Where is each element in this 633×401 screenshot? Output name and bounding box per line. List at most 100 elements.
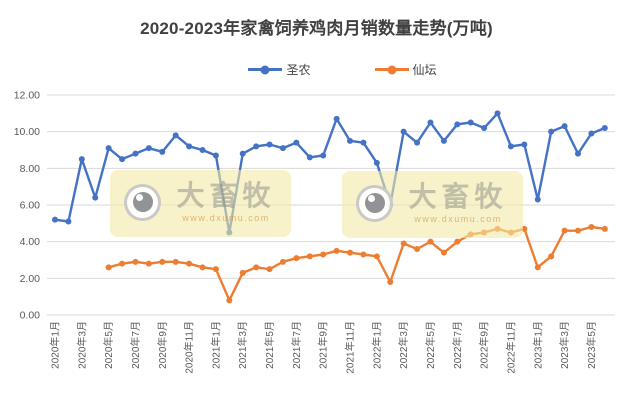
watermark: 大畜牧 www.dxumu.com [110,170,291,237]
watermark-brand: 大畜牧 [408,181,508,212]
data-point [239,150,246,157]
data-point [400,128,407,135]
legend-label: 仙坛 [412,63,437,77]
data-point [65,218,72,225]
legend-item-shengnong: 圣农 [248,61,311,78]
x-axis-tick-label: 2020年5月 [102,321,115,369]
data-point [521,141,528,148]
data-point [266,266,273,273]
data-point [306,154,313,161]
data-point [293,255,300,262]
x-axis-tick-label: 2020年7月 [129,321,142,369]
data-point [333,247,340,254]
x-axis-tick-label: 2022年5月 [424,321,437,369]
data-point [105,145,112,152]
y-axis-tick-label: 2.00 [20,273,41,285]
data-point [427,238,434,245]
data-point [119,156,126,163]
y-axis-tick-label: 6.00 [20,200,41,212]
data-point [574,227,581,234]
data-point [440,249,447,256]
data-point [333,115,340,122]
legend-label: 圣农 [286,63,311,77]
data-point [574,150,581,157]
y-axis-tick-label: 12.00 [14,90,40,102]
data-point [467,119,474,126]
x-axis-tick-label: 2021年11月 [344,321,357,374]
x-axis-tick-label: 2022年9月 [478,321,491,369]
data-point [320,251,327,258]
data-point [199,147,206,153]
data-point [186,143,193,150]
data-point [400,240,407,247]
data-point [414,139,421,146]
data-point [172,258,179,265]
data-point [494,110,501,117]
x-axis-tick-label: 2021年1月 [209,321,222,369]
eye-logo-icon [356,185,393,222]
data-point [360,251,367,258]
data-point [199,264,206,271]
data-point [481,125,488,131]
x-axis-tick-label: 2022年11月 [504,321,517,374]
data-point [454,121,461,128]
y-axis-tick-label: 4.00 [20,236,41,248]
data-point [212,266,219,273]
legend-line-marker-icon [374,65,409,74]
data-point [601,225,608,232]
data-point [561,227,568,234]
data-point [306,253,313,260]
data-point [212,152,219,159]
data-point [105,264,112,271]
chart-title: 2020-2023年家禽饲养鸡肉月销数量走势(万吨) [140,19,493,38]
watermark-url: www.dxumu.com [182,213,270,223]
data-point [226,297,233,304]
eye-logo-icon [124,184,161,221]
x-axis-tick-label: 2023年1月 [531,321,544,369]
y-axis-tick-label: 0.00 [20,310,41,322]
data-point [414,246,421,252]
data-point [548,253,555,260]
x-axis-tick-label: 2023年5月 [585,321,598,369]
data-point [279,258,286,265]
x-axis-tick-label: 2022年1月 [370,321,383,369]
data-point [52,216,58,223]
data-point [373,253,380,260]
data-point [186,260,193,267]
data-point [253,264,260,271]
data-point [534,196,541,203]
data-point [119,260,126,267]
x-axis-tick-label: 2022年3月 [397,321,410,369]
data-point [266,141,273,148]
data-point [601,125,608,131]
data-point [145,145,152,152]
series-line-1 [107,225,607,302]
data-point [92,194,99,201]
data-point [427,119,434,126]
data-point [145,260,152,267]
data-point [239,269,246,276]
data-point [279,145,286,152]
data-point [507,143,514,150]
x-axis-tick-label: 2021年3月 [236,321,249,369]
legend: 圣农 仙坛 [26,61,633,78]
data-point [534,264,541,271]
data-point [253,143,260,150]
data-point [454,238,461,245]
data-point [159,148,166,155]
data-point [588,130,595,137]
data-point [320,152,327,159]
x-axis-tick-label: 2020年3月 [75,321,88,369]
watermark: 大畜牧 www.dxumu.com [342,171,523,238]
data-point [132,258,139,265]
watermark-brand: 大畜牧 [176,180,276,211]
legend-line-marker-icon [248,65,283,74]
watermark-url: www.dxumu.com [414,214,502,224]
x-axis-tick-label: 2022年7月 [451,321,464,369]
data-point [440,137,447,144]
data-point [548,128,555,135]
x-axis-tick-label: 2021年9月 [317,321,330,369]
x-axis-tick-label: 2020年11月 [183,321,196,374]
